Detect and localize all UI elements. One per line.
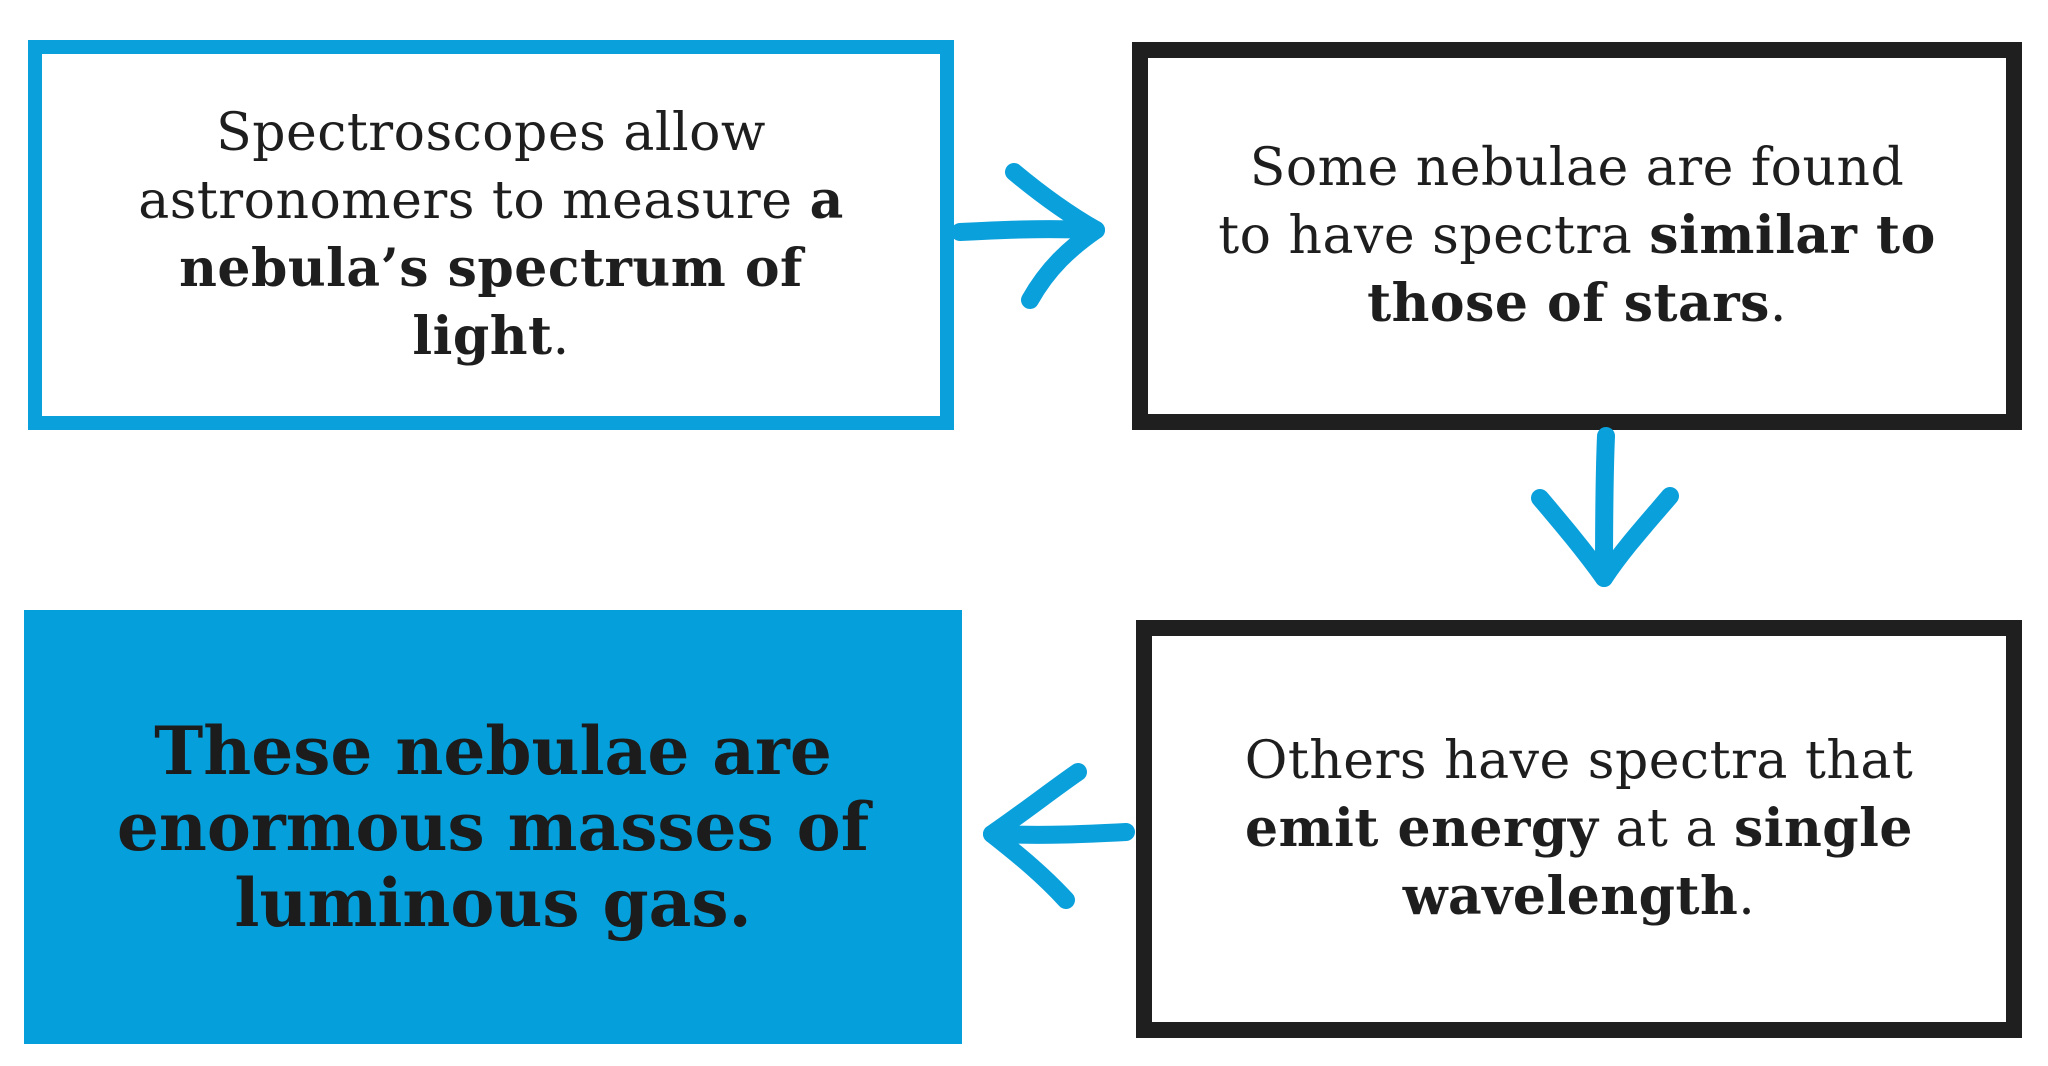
arrow-left-icon [983,763,1135,909]
conclusion-box: These nebulae are enormous masses of lum… [24,610,962,1044]
step-1-bold: a nebula’s spectrum of light [179,170,844,367]
step-2-text: Some nebulae are found to have spectra s… [1218,138,1936,334]
step-2-box: Some nebulae are found to have spectra s… [1132,42,2022,430]
step-2-bold: similar to those of stars [1367,205,1936,334]
arrow-down-icon [1531,427,1679,587]
step-3-bold-a: emit energy [1245,798,1599,859]
conclusion-text: These nebulae are enormous masses of lum… [116,712,870,942]
arrow-right-icon [951,163,1105,309]
step-3-box: Others have spectra that emit energy at … [1136,620,2022,1038]
step-3-bold-b: single wavelength [1402,798,1913,927]
step-1-text: Spectroscopes allow astronomers to measu… [138,103,844,367]
step-3-text: Others have spectra that emit energy at … [1244,731,1914,927]
step-1-box: Spectroscopes allow astronomers to measu… [28,40,954,430]
